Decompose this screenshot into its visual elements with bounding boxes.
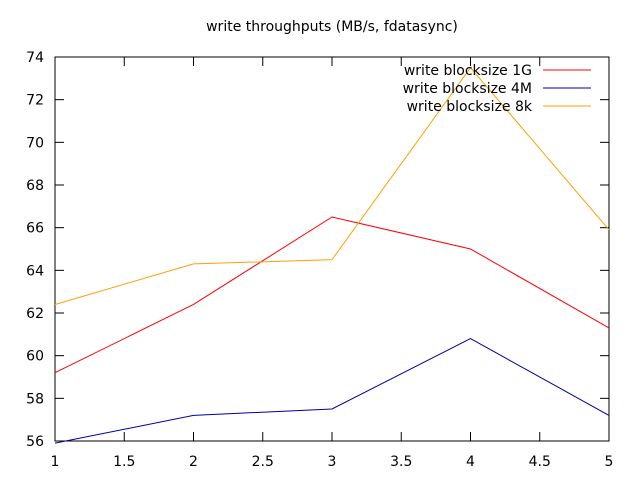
x-tick-label: 1.5 bbox=[113, 454, 135, 470]
series-lines bbox=[54, 66, 610, 444]
y-tick-label: 66 bbox=[26, 221, 44, 237]
y-tick-label: 56 bbox=[26, 434, 44, 450]
y-tick-label: 70 bbox=[26, 135, 44, 151]
x-tick-label: 5 bbox=[605, 454, 614, 470]
y-tick-label: 72 bbox=[26, 93, 44, 109]
legend-label-write-blocksize-8k: write blocksize 8k bbox=[407, 99, 533, 115]
y-tick-label: 74 bbox=[26, 50, 44, 66]
legend-label-write-blocksize-4m: write blocksize 4M bbox=[403, 81, 532, 97]
legend: write blocksize 1G write blocksize 4M writ… bbox=[403, 63, 591, 115]
x-tick-label: 2.5 bbox=[252, 454, 274, 470]
y-tick-label: 62 bbox=[26, 306, 44, 322]
x-tick-label: 4 bbox=[466, 454, 475, 470]
x-tick-label: 2 bbox=[189, 454, 198, 470]
x-tick-label: 4.5 bbox=[529, 454, 551, 470]
axis-ticks: 1 1.5 2 2.5 3 3.5 4 4.5 5 56 58 60 62 64 66 68 70 72 74 bbox=[26, 50, 613, 470]
x-tick-label: 3 bbox=[328, 454, 337, 470]
x-tick-label: 3.5 bbox=[390, 454, 412, 470]
series-line-write-blocksize-8k bbox=[54, 66, 610, 305]
x-tick-label: 1 bbox=[51, 454, 60, 470]
y-tick-label: 68 bbox=[26, 178, 44, 194]
series-line-write-blocksize-4m bbox=[54, 338, 610, 444]
series-line-write-blocksize-1g bbox=[54, 216, 610, 374]
y-tick-label: 60 bbox=[26, 349, 44, 365]
y-tick-label: 58 bbox=[26, 391, 44, 407]
chart-title: write throughputs (MB/s, fdatasync) bbox=[206, 19, 458, 35]
legend-label-write-blocksize-1g: write blocksize 1G bbox=[404, 63, 532, 79]
y-tick-label: 64 bbox=[26, 263, 44, 279]
